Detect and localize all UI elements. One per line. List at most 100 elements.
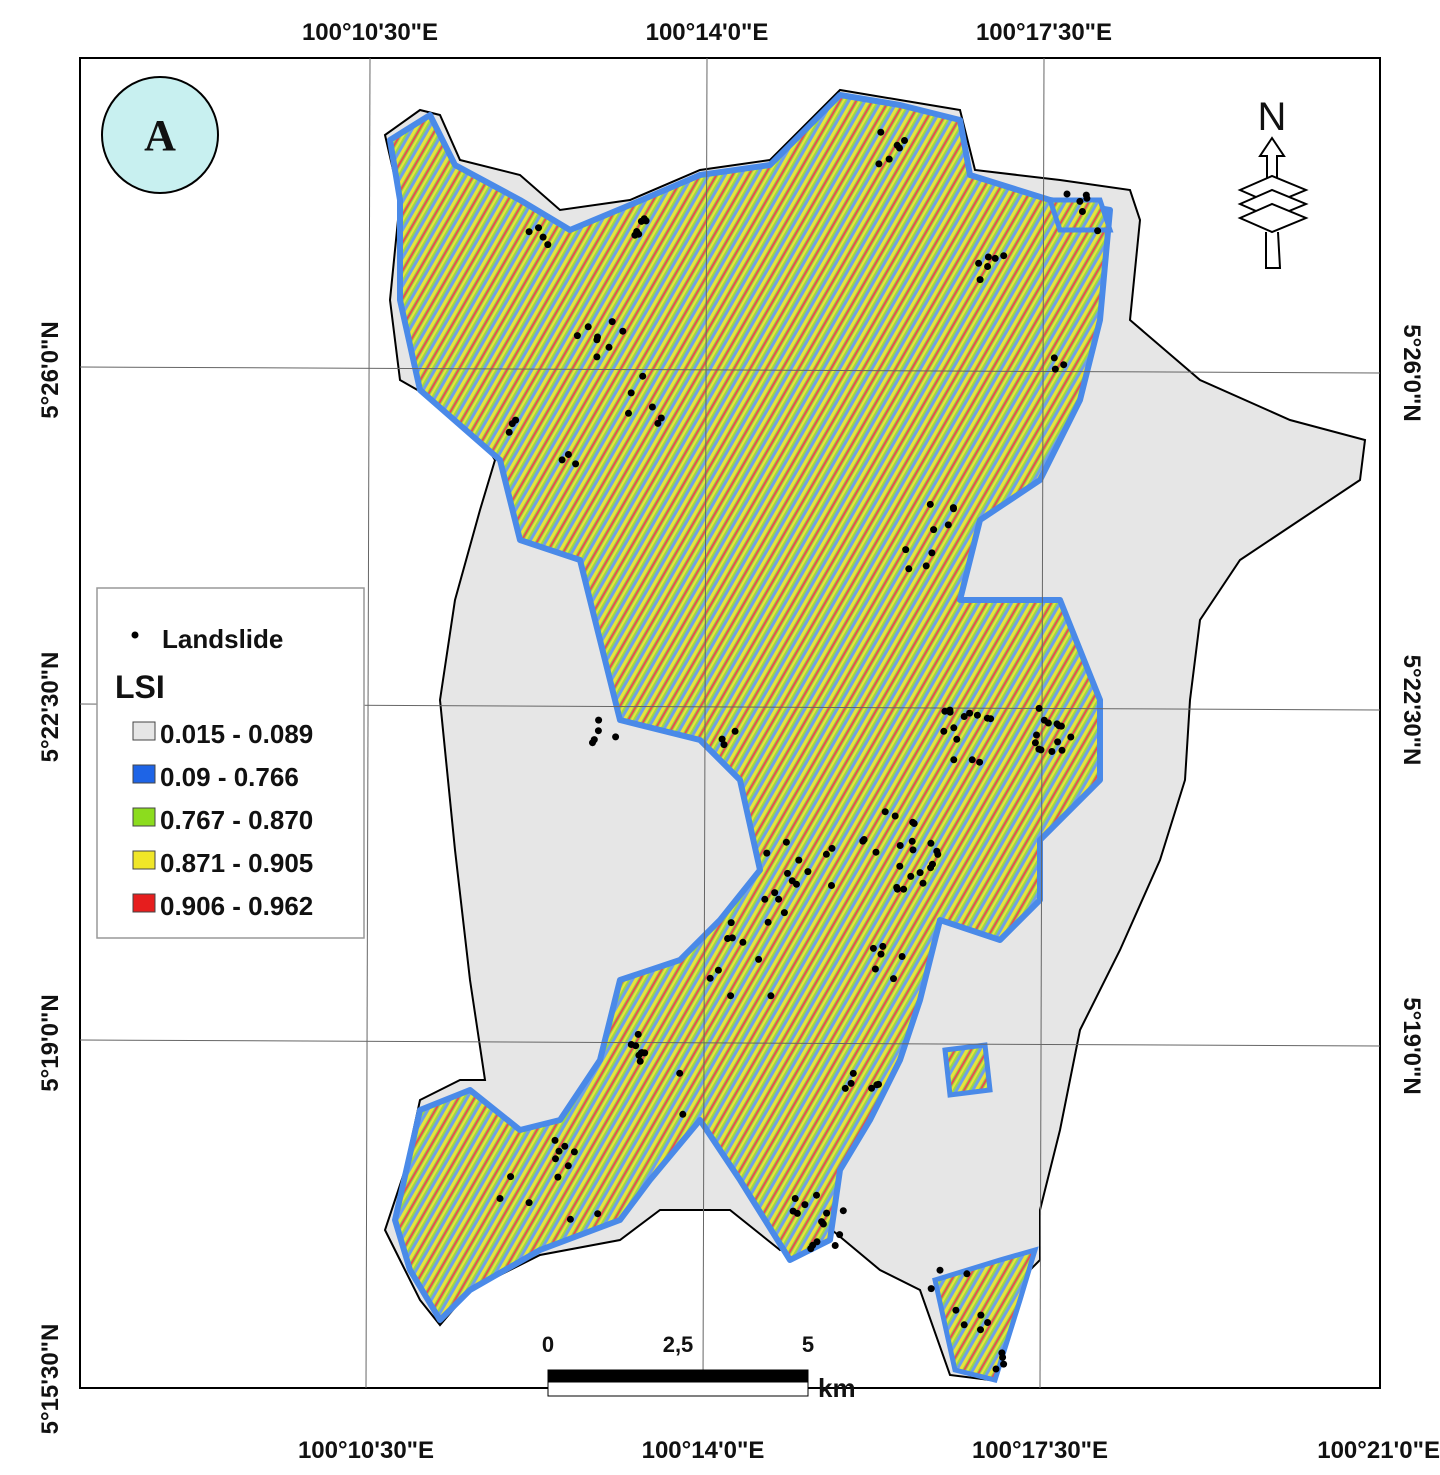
landslide-point (1048, 748, 1056, 755)
landslide-point (890, 975, 897, 983)
bottom-coordinate-label: 100°21'0"E (1317, 1437, 1440, 1464)
landslide-point (927, 839, 935, 847)
legend-swatch (132, 893, 156, 913)
landslide-point (966, 709, 974, 717)
landslide-point (564, 451, 572, 458)
landslide-point (535, 224, 542, 232)
landslide-point (782, 838, 790, 846)
landslide-point (927, 1285, 935, 1293)
legend (96, 587, 365, 939)
landslide-point (727, 992, 735, 1000)
landslide-point (793, 880, 800, 888)
graticule-line (79, 366, 1381, 374)
landslide-point (859, 837, 867, 845)
bottom-coordinate-label: 100°10'30"E (298, 1437, 434, 1464)
landslide-point (761, 895, 769, 903)
landslide-point (891, 812, 899, 820)
landslide-point (896, 842, 904, 849)
landslide-point (572, 460, 580, 468)
landslide-point (849, 1069, 857, 1077)
landslide-point (625, 409, 632, 417)
landslide-point (612, 733, 620, 741)
landslide-point (872, 848, 880, 856)
landslide-point (991, 254, 999, 262)
landslide-point (977, 1326, 984, 1334)
landslide-point (813, 1238, 821, 1246)
landslide-point (927, 864, 935, 872)
landslide-point (877, 128, 885, 136)
landslide-point (896, 862, 904, 870)
legend-swatch (132, 807, 156, 827)
landslide-point (627, 389, 635, 397)
landslide-point (946, 706, 954, 714)
north-arrow: N (1237, 95, 1309, 269)
landslide-point (998, 1349, 1006, 1357)
landslide-point (875, 1080, 882, 1088)
landslide-point (1076, 197, 1084, 205)
landslide-point (584, 323, 592, 331)
landslide-point (968, 756, 976, 764)
landslide-point (877, 950, 885, 958)
legend-swatch (132, 764, 156, 784)
landslide-point (780, 909, 788, 917)
legend-point-label: Landslide (162, 624, 283, 654)
landslide-point (632, 1042, 640, 1050)
legend-title: LSI (115, 669, 165, 705)
landslide-point (755, 955, 763, 963)
landslide-point (919, 879, 927, 887)
north-label: N (1258, 95, 1287, 139)
landslide-point (595, 716, 603, 724)
landslide-point (926, 500, 934, 508)
landslide-point (594, 333, 601, 341)
landslide-point (1040, 716, 1048, 724)
landslide-point (718, 735, 726, 743)
bottom-coordinate-label: 100°14'0"E (642, 1437, 765, 1464)
legend-label: 0.871 - 0.905 (160, 848, 313, 878)
landslide-point (898, 953, 906, 960)
landslide-point (823, 1209, 831, 1217)
landslide-point (763, 849, 771, 857)
landslide-point (554, 1173, 562, 1181)
landslide-point (900, 885, 908, 893)
graticule-line (365, 57, 371, 1389)
scale-bar (547, 1369, 809, 1383)
landslide-point (767, 992, 775, 1000)
landslide-point (1031, 739, 1039, 747)
top-coordinate-label: 100°10'30"E (302, 19, 438, 46)
landslide-point (775, 895, 783, 903)
landslide-point (950, 756, 958, 764)
landslide-point (1000, 1360, 1008, 1368)
landslide-point (639, 372, 647, 380)
landslide-point (1057, 722, 1065, 730)
landslide-point (813, 1191, 820, 1199)
scale-label: 5 (802, 1332, 814, 1357)
landslide-point (1033, 731, 1040, 739)
landslide-point (1094, 227, 1102, 235)
landslide-point (771, 889, 779, 897)
landslide-point (950, 505, 957, 513)
landslide-point (836, 1231, 844, 1239)
landslide-point (654, 419, 662, 427)
landslide-point (868, 1084, 876, 1092)
landslide-point (558, 456, 566, 464)
top-coordinate-label: 100°17'30"E (976, 19, 1112, 46)
landslide-point (573, 332, 581, 340)
legend-swatch (132, 721, 156, 741)
landslide-point (960, 713, 968, 720)
left-coordinate-label: 5°22'30"N (37, 652, 64, 763)
landslide-point (973, 711, 981, 719)
landslide-point (727, 919, 735, 927)
legend-point-symbol (131, 631, 139, 639)
landslide-point (637, 1049, 645, 1057)
landslide-point (807, 1245, 815, 1253)
landslide-point (657, 414, 665, 422)
susceptibility-zones (932, 197, 1114, 1383)
landslide-point (847, 1079, 855, 1087)
landslide-point (648, 403, 656, 411)
landslide-point (635, 230, 643, 238)
landslide-point (841, 1084, 849, 1092)
landslide-point (1000, 252, 1008, 260)
landslide-point (784, 869, 791, 877)
landslide-point (1037, 746, 1045, 754)
landslide-point (984, 1319, 992, 1326)
